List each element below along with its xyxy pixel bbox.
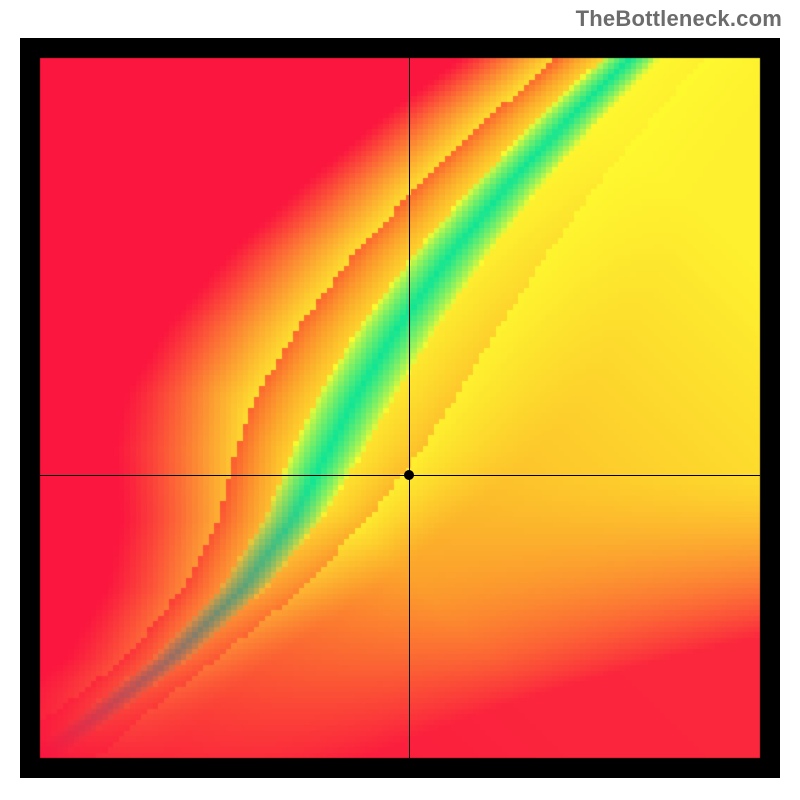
crosshair-dot [404, 470, 414, 480]
plot-frame [20, 38, 780, 778]
heatmap-canvas [20, 38, 780, 778]
chart-container: TheBottleneck.com [0, 0, 800, 800]
attribution-text: TheBottleneck.com [576, 6, 782, 32]
crosshair-vertical [409, 58, 410, 758]
crosshair-horizontal [40, 475, 760, 476]
